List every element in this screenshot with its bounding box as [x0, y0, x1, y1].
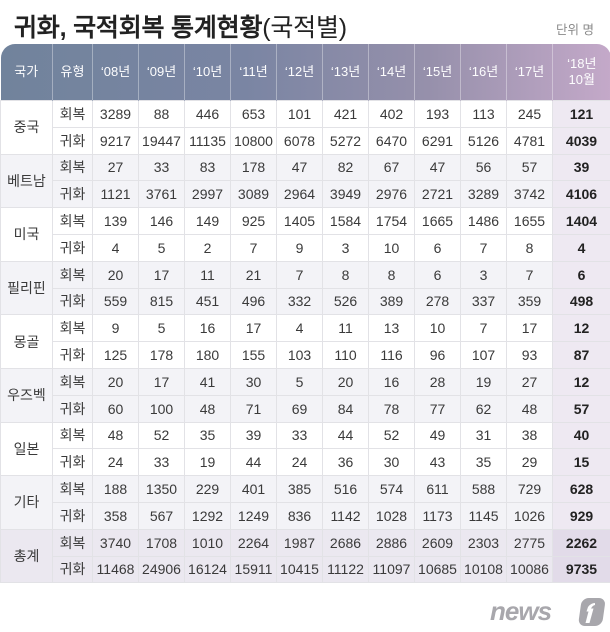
svg-text:news: news [490, 597, 552, 626]
